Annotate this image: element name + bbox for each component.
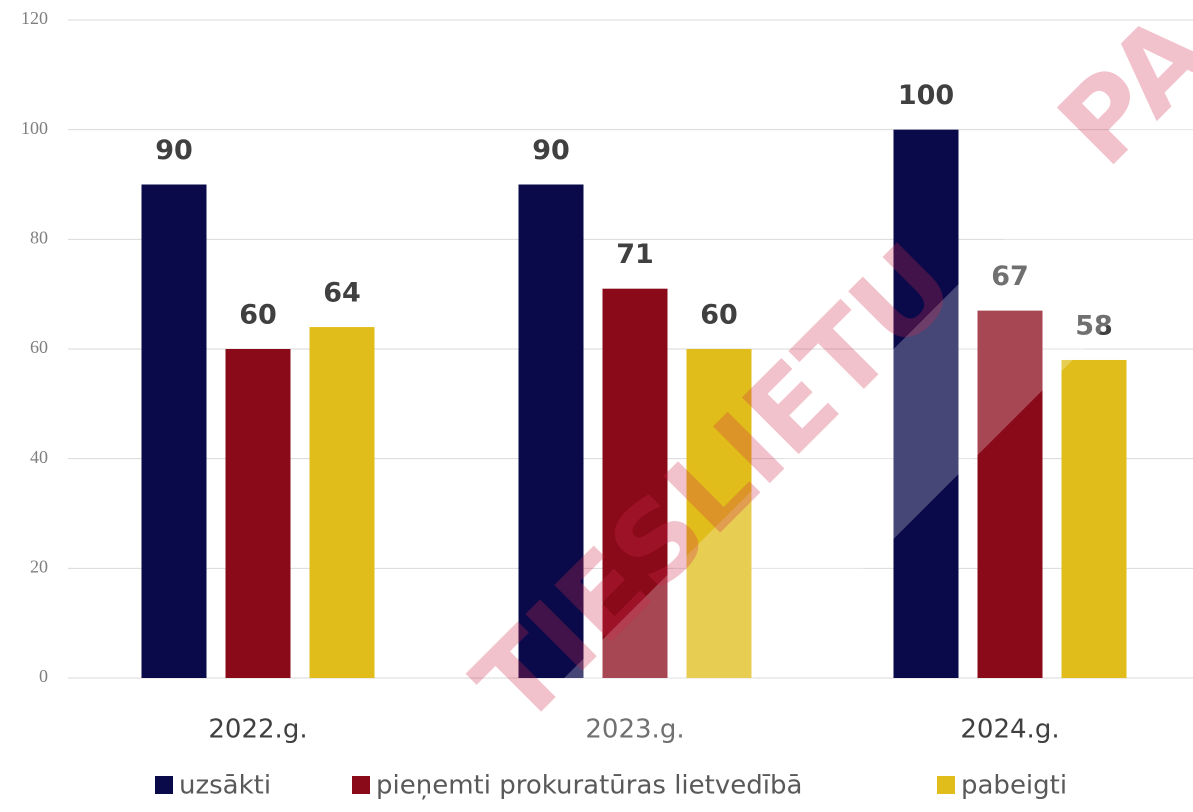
bar	[518, 184, 584, 678]
data-label: 67	[991, 261, 1029, 292]
bar	[977, 310, 1043, 678]
y-tick-label: 80	[30, 227, 48, 247]
y-tick-label: 20	[30, 556, 48, 576]
data-label: 100	[898, 80, 954, 111]
data-label: 90	[532, 135, 570, 166]
x-tick-label: 2024.g.	[960, 715, 1059, 745]
y-tick-label: 100	[21, 118, 48, 138]
y-tick-label: 40	[30, 447, 48, 467]
bar	[309, 327, 375, 678]
legend-label: pieņemti prokuratūras lietvedībā	[376, 771, 802, 801]
data-label: 64	[323, 278, 361, 309]
bar	[1061, 359, 1127, 678]
data-label: 58	[1075, 310, 1113, 341]
y-tick-label: 60	[30, 337, 48, 357]
legend-label: uzsākti	[179, 771, 271, 801]
watermark-band	[430, 50, 1193, 812]
legend-swatch	[937, 776, 955, 794]
bar	[141, 184, 207, 678]
data-label: 90	[155, 135, 193, 166]
data-label: 60	[239, 300, 277, 331]
legend-swatch	[155, 776, 173, 794]
data-label: 71	[616, 239, 654, 270]
legend-label: pabeigti	[961, 771, 1067, 801]
legend-swatch	[352, 776, 370, 794]
x-tick-label: 2022.g.	[208, 715, 307, 745]
y-tick-label: 0	[39, 666, 48, 686]
x-tick-label: 2023.g.	[585, 715, 684, 745]
bar	[225, 349, 291, 678]
bar	[602, 288, 668, 678]
bar	[893, 129, 959, 678]
data-label: 60	[700, 300, 738, 331]
bar	[686, 349, 752, 678]
y-tick-label: 120	[21, 8, 48, 28]
